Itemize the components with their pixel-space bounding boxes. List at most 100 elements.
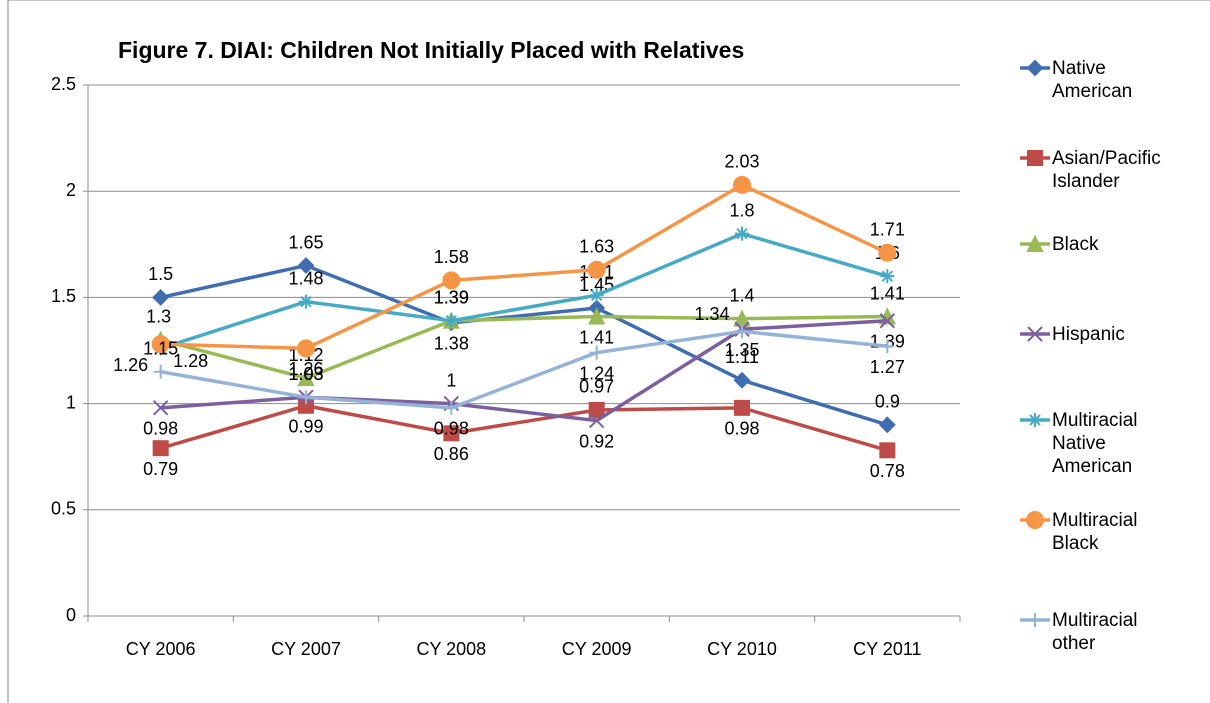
data-label: 1.38 <box>434 334 469 354</box>
chart-frame <box>7 0 1210 703</box>
data-label: 1.26 <box>113 355 148 375</box>
marker <box>152 400 169 416</box>
legend-label: Multiracial Black <box>1052 510 1138 554</box>
marker <box>879 313 896 329</box>
data-label: 0.78 <box>870 461 905 481</box>
y-tick-label: 0.5 <box>51 499 76 519</box>
data-label: 0.98 <box>724 419 759 439</box>
data-label: 1.41 <box>870 283 905 303</box>
y-tick-label: 1 <box>66 392 76 412</box>
marker <box>442 271 461 290</box>
data-label: 1.8 <box>729 200 754 220</box>
data-label: 0.98 <box>143 419 178 439</box>
data-label: 0.99 <box>288 416 323 436</box>
data-label: 1.71 <box>870 220 905 240</box>
marker <box>1026 234 1044 252</box>
legend-label: Multiracial other <box>1052 610 1138 654</box>
legend-swatch <box>1020 413 1050 427</box>
y-tick-label: 2.5 <box>51 74 76 94</box>
data-label: 1.41 <box>579 327 614 347</box>
marker <box>880 269 895 284</box>
x-tick-label: CY 2009 <box>562 639 632 659</box>
marker <box>588 307 606 325</box>
data-label: 1.3 <box>146 307 171 327</box>
legend-label: Multiracial Native American <box>1052 410 1138 477</box>
data-label: 1.39 <box>434 288 469 308</box>
series-line <box>160 314 888 380</box>
marker <box>152 440 169 457</box>
data-label: 2.03 <box>724 152 759 172</box>
data-label: 0.86 <box>434 444 469 464</box>
marker <box>1027 326 1043 342</box>
data-label: 1.03 <box>288 364 323 384</box>
marker <box>878 416 896 434</box>
marker <box>1028 613 1042 627</box>
x-tick-label: CY 2010 <box>707 639 777 659</box>
marker <box>299 294 313 309</box>
y-tick-label: 2 <box>66 180 76 200</box>
marker <box>299 390 313 405</box>
marker <box>152 288 170 306</box>
legend-item: Multiracial Black <box>1018 509 1172 555</box>
series-line <box>160 231 888 351</box>
data-label: 1.5 <box>148 264 173 284</box>
marker <box>735 226 749 241</box>
data-label: 1.39 <box>434 288 469 308</box>
legend-item: Black <box>1018 233 1172 256</box>
data-label: 0.79 <box>143 459 178 479</box>
data-label: 1.63 <box>579 237 614 257</box>
series-line <box>160 319 888 423</box>
marker <box>1026 59 1044 77</box>
legend-item: Hispanic <box>1018 323 1172 346</box>
data-label: 1.26 <box>288 359 323 379</box>
marker <box>588 412 605 429</box>
data-label: 0.97 <box>579 377 614 397</box>
data-label: 1.11 <box>725 347 759 367</box>
legend-label: Native American <box>1052 58 1133 102</box>
marker <box>880 339 895 354</box>
legend-item: Multiracial Native American <box>1018 409 1172 478</box>
data-label: 1.48 <box>288 268 323 288</box>
legend-item: Multiracial other <box>1018 609 1172 655</box>
marker <box>444 313 459 328</box>
marker <box>734 399 750 416</box>
data-label: 1.27 <box>870 357 905 377</box>
marker <box>1026 511 1044 529</box>
x-tick-label: CY 2008 <box>416 639 486 659</box>
data-label: 1.15 <box>143 338 178 358</box>
marker <box>589 288 604 303</box>
marker <box>587 260 606 279</box>
legend-swatch <box>1020 613 1050 627</box>
legend-swatch <box>1020 59 1050 77</box>
legend-swatch <box>1020 234 1050 252</box>
data-label: 0.92 <box>579 431 614 451</box>
data-label: 1.03 <box>288 364 323 384</box>
series-line <box>160 263 888 427</box>
x-tick-label: CY 2011 <box>853 639 921 659</box>
data-label: 1.65 <box>288 232 323 252</box>
marker <box>153 364 168 379</box>
marker <box>733 371 751 389</box>
data-label: 1.4 <box>729 285 754 305</box>
marker <box>443 425 460 442</box>
x-tick-label: CY 2006 <box>126 639 196 659</box>
legend-item: Native American <box>1018 57 1172 103</box>
marker <box>588 401 605 418</box>
series-line <box>160 182 889 351</box>
marker <box>735 324 749 339</box>
data-label: 1 <box>446 370 456 390</box>
data-label: 1.34 <box>694 304 729 324</box>
data-label: 0.9 <box>875 392 900 412</box>
legend-swatch <box>1020 511 1050 529</box>
legend-label: Asian/Pacific Islander <box>1052 148 1161 192</box>
marker <box>733 175 751 194</box>
data-label: 1.24 <box>579 363 614 383</box>
data-label: 1.35 <box>724 340 759 360</box>
legend-swatch <box>1020 326 1050 342</box>
marker <box>589 345 604 360</box>
y-tick-label: 1.5 <box>51 286 76 306</box>
marker <box>297 257 315 274</box>
marker <box>1028 413 1042 427</box>
series-line <box>160 403 888 453</box>
legend-item: Asian/Pacific Islander <box>1018 147 1172 193</box>
